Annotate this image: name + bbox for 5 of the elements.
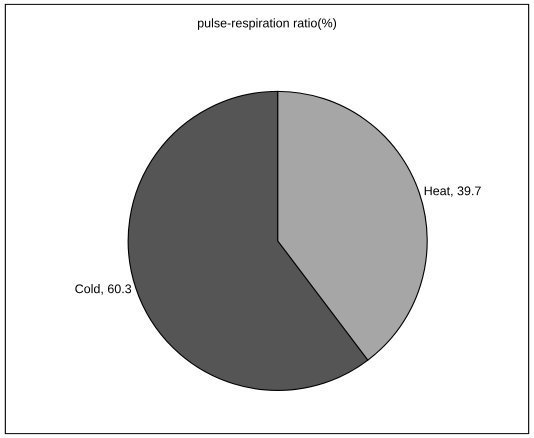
chart-title: pulse-respiration ratio(%) <box>198 18 336 30</box>
data-label: , 60.3 <box>102 284 132 295</box>
slice-label: Cold <box>75 284 100 294</box>
data-label: , 39.7 <box>451 186 481 197</box>
slice-label: Heat <box>424 186 450 196</box>
